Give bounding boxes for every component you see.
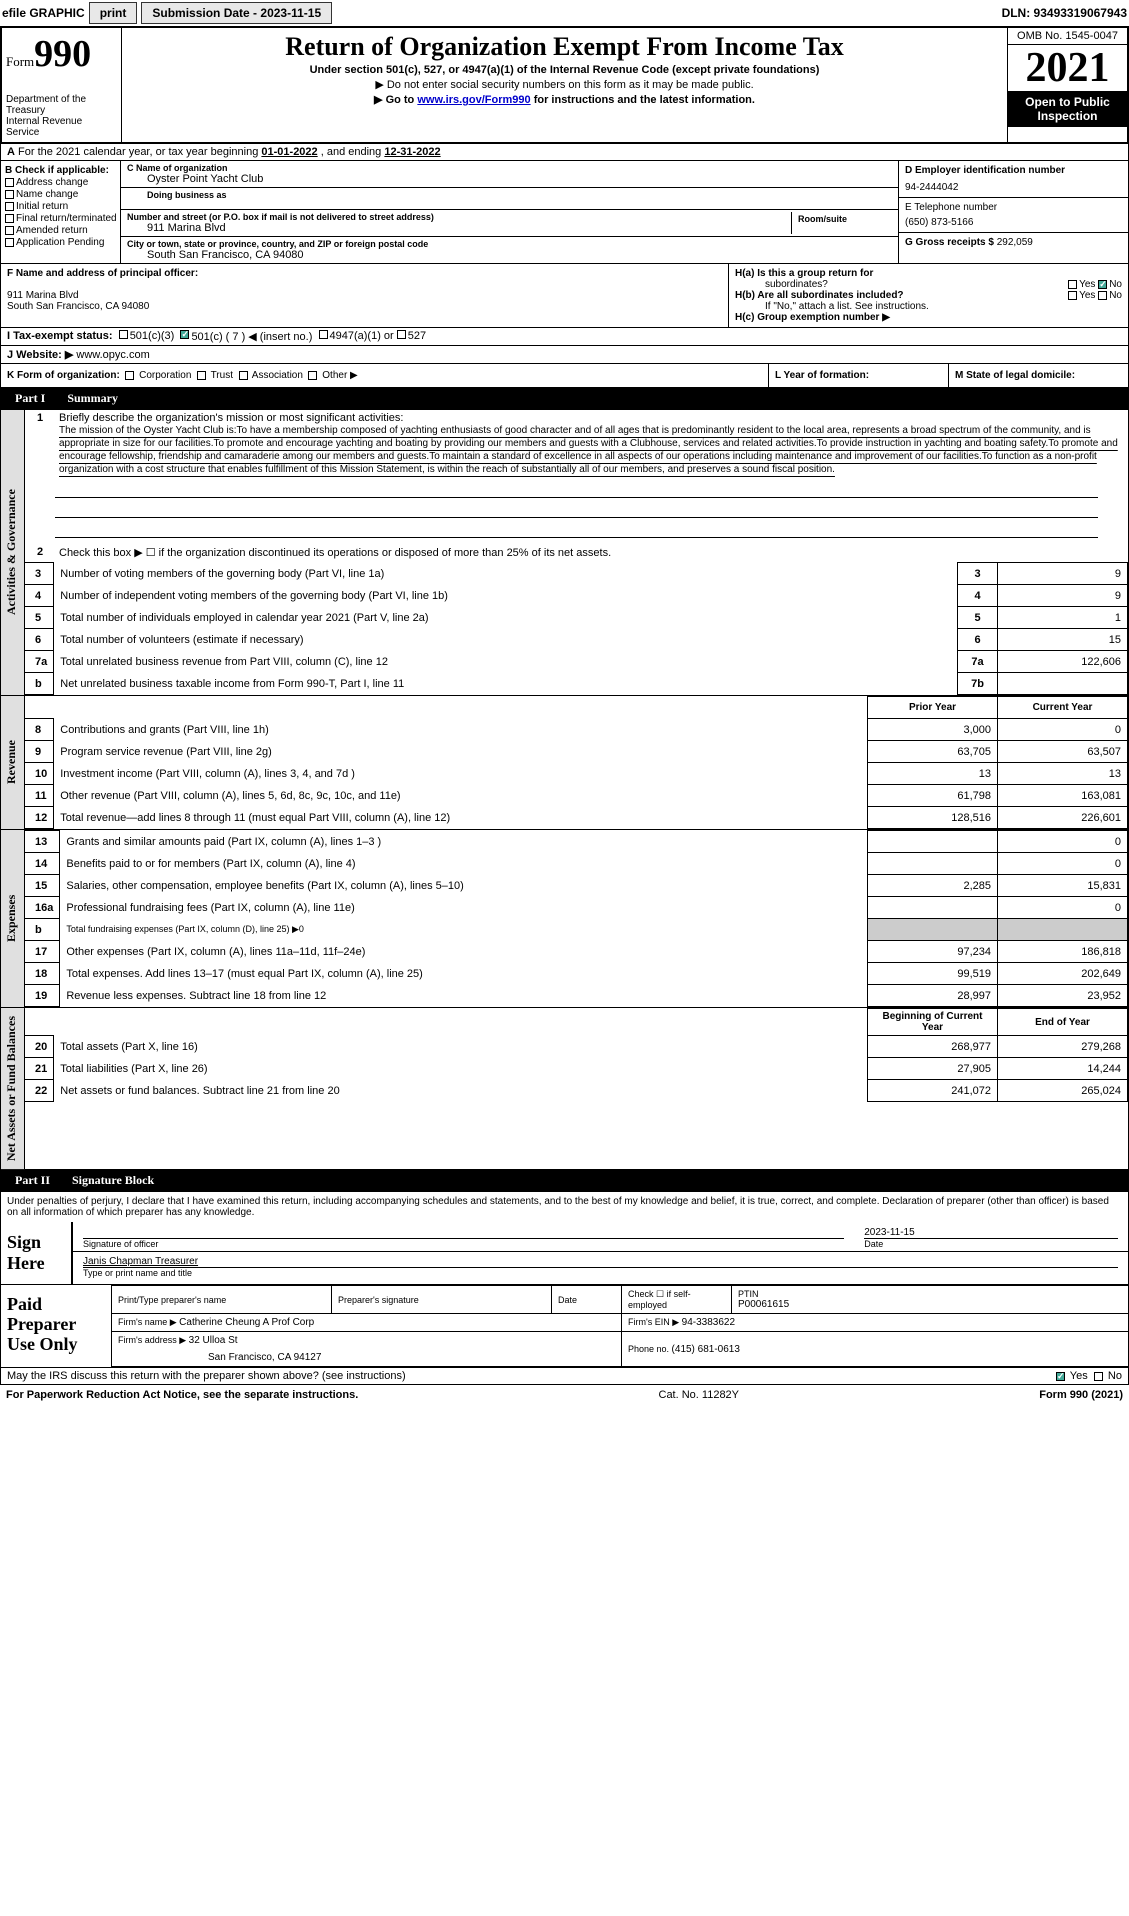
- part-2-header: Part II Signature Block: [0, 1170, 1129, 1192]
- paid-preparer-block: PaidPreparerUse Only Print/Type preparer…: [0, 1285, 1129, 1368]
- row-i-tax-status: I Tax-exempt status: 501(c)(3) 501(c) ( …: [0, 328, 1129, 346]
- revenue-table: Prior YearCurrent Year8Contributions and…: [25, 696, 1128, 829]
- row-j-website: J Website: ▶ www.opyc.com: [0, 346, 1129, 364]
- form-990-label: Form990: [6, 32, 117, 76]
- chk-501c[interactable]: [180, 330, 189, 339]
- hb-no-checkbox[interactable]: [1098, 291, 1107, 300]
- chk-501c3[interactable]: [119, 330, 128, 339]
- vtab-activities: Activities & Governance: [1, 410, 25, 695]
- top-bar: efile GRAPHIC print Submission Date - 20…: [0, 0, 1129, 26]
- chk-name-change[interactable]: Name change: [5, 189, 116, 200]
- form-header: Form990 Department of the Treasury Inter…: [0, 26, 1129, 144]
- efile-label: efile GRAPHIC: [2, 6, 85, 20]
- activities-governance-table: 3Number of voting members of the governi…: [25, 562, 1128, 695]
- irs-label: Internal Revenue Service: [6, 116, 117, 138]
- vtab-expenses: Expenses: [1, 830, 25, 1007]
- row-fh: F Name and address of principal officer:…: [0, 264, 1129, 328]
- print-button[interactable]: print: [89, 2, 138, 24]
- part-1-revenue: Revenue Prior YearCurrent Year8Contribut…: [0, 696, 1129, 830]
- part-1-header: Part I Summary: [0, 388, 1129, 410]
- org-name-cell: C Name of organization Oyster Point Yach…: [121, 161, 898, 188]
- ein-cell: D Employer identification number 94-2444…: [899, 161, 1128, 197]
- officer-name: Janis Chapman Treasurer: [83, 1256, 198, 1267]
- expenses-table: 13Grants and similar amounts paid (Part …: [25, 830, 1128, 1007]
- subtitle-1: Under section 501(c), 527, or 4947(a)(1)…: [126, 64, 1003, 76]
- section-k-form-of-org: K Form of organization: Corporation Trus…: [1, 364, 768, 387]
- chk-address-change[interactable]: Address change: [5, 177, 116, 188]
- submission-date-button[interactable]: Submission Date - 2023-11-15: [141, 2, 332, 24]
- dln-label: DLN: 93493319067943: [1002, 6, 1127, 20]
- chk-trust[interactable]: [197, 371, 206, 380]
- form-footer: For Paperwork Reduction Act Notice, see …: [0, 1385, 1129, 1405]
- chk-4947[interactable]: [319, 330, 328, 339]
- may-irs-discuss-row: May the IRS discuss this return with the…: [0, 1368, 1129, 1385]
- section-f-officer: F Name and address of principal officer:…: [1, 264, 728, 327]
- chk-corporation[interactable]: [125, 371, 134, 380]
- signature-intro: Under penalties of perjury, I declare th…: [1, 1192, 1128, 1222]
- chk-application-pending[interactable]: Application Pending: [5, 237, 116, 248]
- open-inspection: Open to Public Inspection: [1008, 91, 1127, 127]
- chk-amended-return[interactable]: Amended return: [5, 225, 116, 236]
- chk-final-return[interactable]: Final return/terminated: [5, 213, 116, 224]
- part-1-netassets: Net Assets or Fund Balances Beginning of…: [0, 1008, 1129, 1170]
- dept-label: Department of the Treasury: [6, 94, 117, 116]
- address-cell: Number and street (or P.O. box if mail i…: [121, 210, 898, 237]
- chk-527[interactable]: [397, 330, 406, 339]
- signature-block: Under penalties of perjury, I declare th…: [0, 1192, 1129, 1285]
- city-cell: City or town, state or province, country…: [121, 237, 898, 263]
- section-b-checkboxes: B Check if applicable: Address change Na…: [1, 161, 121, 263]
- ha-yes-checkbox[interactable]: [1068, 280, 1077, 289]
- chk-other[interactable]: [308, 371, 317, 380]
- chk-association[interactable]: [239, 371, 248, 380]
- mission-text: The mission of the Oyster Yacht Club is:…: [59, 424, 1122, 476]
- row-klm: K Form of organization: Corporation Trus…: [0, 364, 1129, 388]
- vtab-netassets: Net Assets or Fund Balances: [1, 1008, 25, 1169]
- subtitle-2: ▶ Do not enter social security numbers o…: [126, 78, 1003, 91]
- part-1-activities: Activities & Governance 1 Briefly descri…: [0, 410, 1129, 696]
- irs-link[interactable]: www.irs.gov/Form990: [417, 94, 530, 106]
- part-1-expenses: Expenses 13Grants and similar amounts pa…: [0, 830, 1129, 1008]
- vtab-revenue: Revenue: [1, 696, 25, 829]
- sign-here-label: SignHere: [1, 1222, 71, 1284]
- paid-preparer-label: PaidPreparerUse Only: [1, 1285, 111, 1367]
- dba-cell: Doing business as: [121, 188, 898, 210]
- hb-yes-checkbox[interactable]: [1068, 291, 1077, 300]
- tax-year: 2021: [1008, 45, 1127, 91]
- subtitle-3: ▶ Go to www.irs.gov/Form990 for instruct…: [126, 93, 1003, 106]
- section-h: H(a) Is this a group return for subordin…: [728, 264, 1128, 327]
- chk-initial-return[interactable]: Initial return: [5, 201, 116, 212]
- phone-cell: E Telephone number (650) 873-5166: [899, 197, 1128, 232]
- gross-receipts-cell: G Gross receipts $ 292,059: [899, 232, 1128, 263]
- section-l-year: L Year of formation:: [768, 364, 948, 387]
- section-m-state: M State of legal domicile:: [948, 364, 1128, 387]
- ha-no-checkbox[interactable]: [1098, 280, 1107, 289]
- form-title: Return of Organization Exempt From Incom…: [126, 32, 1003, 62]
- may-irs-yes-checkbox[interactable]: [1056, 1372, 1065, 1381]
- netassets-table: Beginning of Current YearEnd of Year20To…: [25, 1008, 1128, 1102]
- org-info-grid: B Check if applicable: Address change Na…: [0, 161, 1129, 264]
- section-deg: D Employer identification number 94-2444…: [898, 161, 1128, 263]
- omb-number: OMB No. 1545-0047: [1008, 28, 1127, 45]
- may-irs-no-checkbox[interactable]: [1094, 1372, 1103, 1381]
- row-a-tax-year: A For the 2021 calendar year, or tax yea…: [0, 144, 1129, 161]
